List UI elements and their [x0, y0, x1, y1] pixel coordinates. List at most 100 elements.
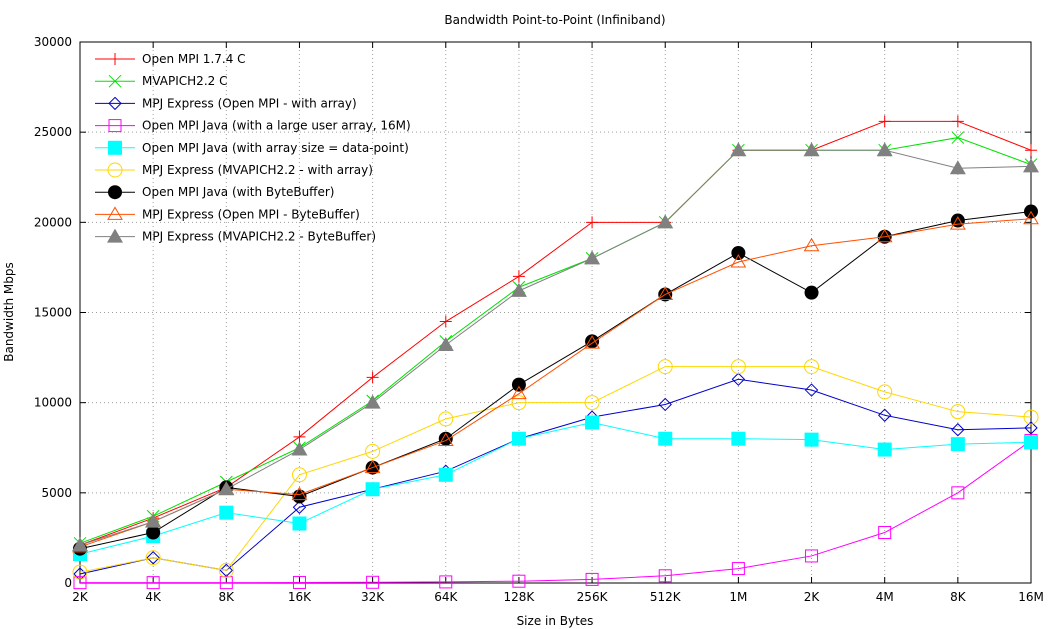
x-tick-label: 4K — [145, 590, 162, 604]
data-point — [365, 443, 381, 459]
series-line — [79, 149, 1032, 546]
data-point — [658, 569, 672, 583]
data-point — [951, 486, 965, 500]
data-point — [878, 115, 891, 128]
legend-marker — [108, 185, 122, 200]
data-point — [878, 526, 892, 540]
data-point — [364, 394, 381, 409]
data-point — [731, 245, 746, 260]
data-point — [291, 467, 307, 483]
data-point — [584, 335, 600, 349]
data-point — [437, 432, 454, 447]
series-4 — [73, 434, 1038, 590]
data-point — [218, 562, 234, 578]
data-point — [804, 432, 819, 447]
data-point — [876, 142, 893, 157]
x-tick-label: 64K — [434, 590, 458, 604]
y-tick-label: 25000 — [34, 125, 72, 139]
data-point — [585, 415, 600, 430]
data-point — [511, 377, 526, 392]
legend-entry: Open MPI Java (with ByteBuffer) — [95, 185, 334, 200]
data-point — [949, 160, 966, 175]
data-point — [438, 411, 454, 427]
series-line — [79, 421, 1032, 555]
data-point — [1023, 158, 1039, 173]
legend-marker — [108, 96, 122, 111]
x-tick-label: 32K — [361, 590, 385, 604]
legend-entry: Open MPI Java (with a large user array, … — [95, 119, 411, 133]
data-point — [730, 254, 747, 268]
data-point — [292, 575, 306, 589]
y-axis-label: Bandwidth Mbps — [2, 262, 16, 362]
data-point — [439, 575, 453, 589]
data-point — [877, 442, 892, 457]
data-point — [218, 481, 235, 496]
series-line — [79, 378, 1032, 575]
data-point — [731, 431, 746, 446]
x-axis-label: Size in Bytes — [517, 614, 594, 628]
data-series — [72, 115, 1039, 590]
data-point — [657, 286, 674, 300]
data-point — [805, 549, 819, 563]
data-point — [219, 505, 234, 520]
data-point — [146, 525, 161, 540]
data-point — [876, 228, 893, 243]
legend-label: MVAPICH2.2 C — [142, 74, 227, 88]
data-point — [1024, 435, 1038, 450]
series-6 — [72, 359, 1039, 580]
legend-label: MPJ Express (MVAPICH2.2 - ByteBuffer) — [142, 230, 376, 244]
data-point — [657, 359, 673, 375]
data-point — [366, 575, 380, 589]
data-point — [803, 142, 820, 157]
legend-marker — [108, 74, 122, 88]
data-point — [951, 423, 965, 437]
legend-label: Open MPI Java (with array size = data-po… — [142, 141, 409, 155]
data-point — [804, 383, 819, 397]
data-point — [292, 500, 307, 514]
x-tick-label: 4M — [876, 590, 894, 604]
data-point — [584, 395, 600, 411]
data-point — [438, 467, 453, 482]
data-point — [949, 216, 966, 230]
data-point — [365, 482, 380, 497]
grid — [80, 42, 1031, 583]
data-point — [512, 270, 525, 283]
data-point — [950, 404, 966, 420]
data-point — [658, 431, 673, 446]
legend-marker — [107, 206, 123, 220]
data-point — [585, 334, 600, 349]
series-line — [79, 211, 1032, 550]
series-7 — [73, 204, 1038, 556]
legend-marker — [107, 162, 123, 178]
legend: Open MPI 1.7.4 C MVAPICH2.2 C MPJ Express … — [95, 52, 411, 244]
legend-entry: Open MPI 1.7.4 C — [95, 52, 246, 66]
y-tick-label: 0 — [64, 576, 72, 590]
data-point — [803, 237, 820, 252]
axes: 0 5000 10000 15000 20000 25000 30000 2K 4K 8K 16K 3… — [34, 35, 1044, 604]
legend-entry: Open MPI Java (with array size = data-po… — [95, 140, 409, 155]
x-tick-label: 2K — [72, 590, 89, 604]
data-point — [219, 576, 233, 590]
data-point — [657, 214, 674, 229]
data-point — [1024, 421, 1038, 435]
legend-label: MPJ Express (Open MPI - with array) — [142, 96, 357, 110]
legend-entry: MPJ Express (MVAPICH2.2 - ByteBuffer) — [95, 228, 376, 244]
data-point — [364, 459, 381, 474]
data-point — [73, 576, 87, 590]
y-tick-label: 10000 — [34, 396, 72, 410]
legend-marker — [108, 140, 122, 155]
legend-entry: MPJ Express (Open MPI - ByteBuffer) — [95, 206, 360, 221]
data-point — [291, 441, 308, 456]
data-point — [72, 564, 88, 580]
data-point — [586, 216, 599, 229]
data-point — [366, 371, 379, 384]
x-tick-label: 512K — [650, 590, 682, 604]
data-point — [730, 359, 746, 375]
data-point — [510, 282, 527, 297]
data-point — [291, 486, 308, 501]
legend-entry: MPJ Express (Open MPI - with array) — [95, 96, 357, 110]
legend-label: Open MPI 1.7.4 C — [142, 52, 246, 66]
y-tick-label: 20000 — [34, 215, 72, 229]
legend-entry: MVAPICH2.2 C — [95, 74, 227, 88]
x-tick-label: 16M — [1018, 590, 1044, 604]
